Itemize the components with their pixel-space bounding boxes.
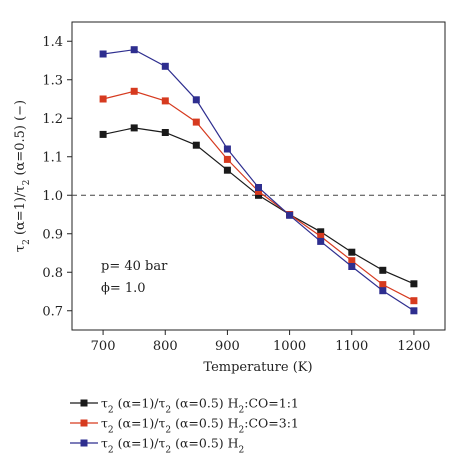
legend-label: τ2 (α=1)/τ2 (α=0.5) H2:CO=3:1 — [101, 416, 299, 436]
y-tick-label: 1.2 — [42, 112, 63, 127]
data-point — [317, 228, 325, 236]
data-point — [161, 97, 169, 105]
y-tick-label: 1.0 — [42, 189, 63, 204]
data-point — [379, 281, 387, 289]
data-point — [99, 130, 107, 138]
data-point — [223, 145, 231, 153]
legend-swatch-marker — [80, 439, 88, 447]
x-tick-label: 1000 — [273, 339, 306, 354]
legend-swatch-marker — [80, 419, 88, 427]
plot-frame — [71, 21, 446, 331]
data-point — [161, 62, 169, 70]
data-point — [379, 266, 387, 274]
y-tick-label: 0.7 — [42, 304, 63, 319]
y-tick-label: 0.8 — [42, 266, 63, 281]
series-2 — [99, 87, 418, 305]
data-point — [223, 166, 231, 174]
y-tick-label: 0.9 — [42, 227, 63, 242]
legend-swatch-marker — [80, 399, 88, 407]
data-point — [410, 297, 418, 305]
x-axis-label: Temperature (K) — [203, 360, 312, 375]
data-point — [130, 124, 138, 132]
legend-item: τ2 (α=1)/τ2 (α=0.5) H2:CO=1:1 — [70, 396, 299, 416]
data-point — [379, 287, 387, 295]
data-point — [348, 248, 356, 256]
legend-item: τ2 (α=1)/τ2 (α=0.5) H2:CO=3:1 — [70, 416, 299, 436]
y-tick-label: 1.1 — [42, 150, 63, 165]
equivalence-ratio-annotation: ϕ= 1.0 — [101, 281, 146, 296]
data-point — [192, 96, 200, 104]
legend-label: τ2 (α=1)/τ2 (α=0.5) H2:CO=1:1 — [101, 396, 299, 416]
data-point — [192, 141, 200, 149]
data-point — [130, 87, 138, 95]
data-point — [255, 191, 262, 199]
data-point — [99, 95, 107, 103]
x-tick-label: 1200 — [397, 339, 430, 354]
data-point — [99, 50, 107, 58]
data-point — [255, 184, 262, 191]
data-point — [410, 280, 418, 288]
series-3 — [99, 46, 418, 315]
y-tick-label: 1.3 — [42, 73, 63, 88]
data-point — [348, 257, 356, 265]
x-tick-label: 900 — [215, 339, 240, 354]
data-point — [255, 187, 262, 195]
data-point — [410, 307, 418, 315]
data-point — [223, 155, 231, 163]
data-point — [161, 129, 169, 136]
legend-label: τ2 (α=1)/τ2 (α=0.5) H2 — [101, 436, 244, 456]
data-point — [348, 263, 356, 270]
legend-item: τ2 (α=1)/τ2 (α=0.5) H2 — [70, 436, 244, 456]
data-point — [317, 237, 325, 245]
data-point — [130, 46, 138, 54]
pressure-annotation: p= 40 bar — [101, 259, 168, 274]
x-tick-label: 700 — [91, 339, 116, 354]
y-axis-label: τ2 (α=1)/τ2 (α=0.5) (−) — [13, 100, 32, 252]
y-tick-label: 1.4 — [42, 35, 63, 50]
data-point — [192, 118, 200, 126]
legend: τ2 (α=1)/τ2 (α=0.5) H2:CO=1:1τ2 (α=1)/τ2… — [70, 396, 299, 456]
x-tick-label: 1100 — [335, 339, 368, 354]
data-point — [286, 211, 294, 219]
x-tick-label: 800 — [153, 339, 178, 354]
data-point — [317, 232, 325, 240]
